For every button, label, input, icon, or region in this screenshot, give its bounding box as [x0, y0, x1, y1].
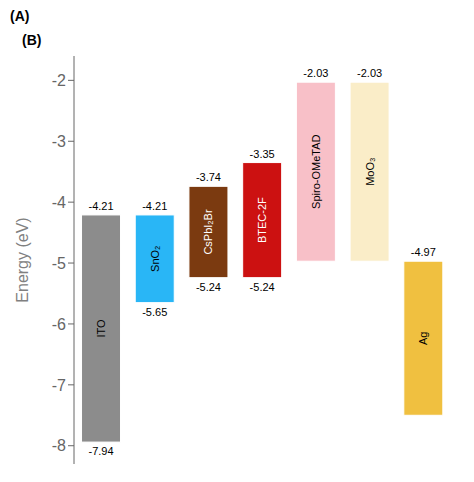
- svg-text:-2: -2: [52, 72, 66, 89]
- html-text:(B): (B): [22, 32, 42, 48]
- svg-text:-6: -6: [52, 316, 66, 333]
- svg-text:-4: -4: [52, 194, 66, 211]
- svg-text:-7.94: -7.94: [88, 445, 113, 457]
- svg-text:Ag: Ag: [417, 332, 429, 345]
- svg-text:CsPbI₂Br: CsPbI₂Br: [202, 209, 214, 255]
- svg-text:-2.03: -2.03: [357, 67, 382, 79]
- svg-text:ITO: ITO: [95, 319, 107, 338]
- svg-text:-5.24: -5.24: [196, 281, 221, 293]
- svg-text:BTEC-2F: BTEC-2F: [256, 197, 268, 243]
- svg-text:-4.21: -4.21: [142, 200, 167, 212]
- svg-text:-5.65: -5.65: [142, 306, 167, 318]
- svg-text:Spiro-OMeTAD: Spiro-OMeTAD: [310, 134, 322, 208]
- svg-text:-2.03: -2.03: [303, 67, 328, 79]
- svg-text:-7: -7: [52, 377, 66, 394]
- svg-text:-3: -3: [52, 133, 66, 150]
- svg-text:-5: -5: [52, 255, 66, 272]
- html-text:(A): (A): [10, 8, 30, 24]
- svg-text:-8: -8: [52, 437, 66, 454]
- svg-text:-4.21: -4.21: [88, 200, 113, 212]
- svg-text:-3.35: -3.35: [250, 148, 275, 160]
- svg-text:-3.74: -3.74: [196, 171, 221, 183]
- svg-text:-5.24: -5.24: [250, 281, 275, 293]
- svg-text:Energy (eV): Energy (eV): [14, 217, 31, 302]
- svg-text:MoO₃: MoO₃: [364, 158, 376, 186]
- svg-text:SnO₂: SnO₂: [149, 246, 161, 272]
- svg-text:-4.97: -4.97: [411, 246, 436, 258]
